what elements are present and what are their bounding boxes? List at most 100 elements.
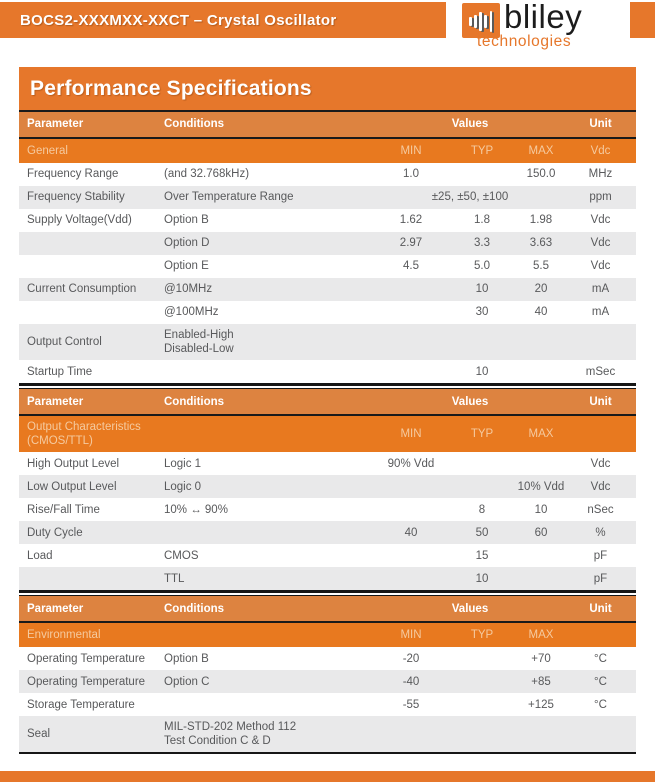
table-row: Low Output Level Logic 0 10% Vdd Vdc <box>19 475 636 499</box>
cond-cell: Option E <box>164 257 375 275</box>
min-cell: 90% Vdd <box>387 457 435 470</box>
param-cell: Low Output Level <box>27 480 117 493</box>
table-row: Output Control Enabled-High Disabled-Low <box>19 324 636 361</box>
header-parameter-label: Parameter <box>27 118 84 131</box>
param-cell: Operating Temperature <box>27 675 146 688</box>
cond-line: @100MHz <box>164 306 219 319</box>
unit-cell: °C <box>594 652 607 665</box>
min-cell <box>375 730 447 738</box>
param-cell: Frequency Range <box>27 168 119 181</box>
unit-cell: mSec <box>585 365 616 378</box>
table-row: Seal MIL-STD-202 Method 112 Test Condition… <box>19 716 636 753</box>
table-row: Startup Time 10 mSec <box>19 360 636 383</box>
table-row: Option E 4.5 5.0 5.5 Vdc <box>19 255 636 278</box>
unit-cell: °C <box>594 698 607 711</box>
typ-cell <box>447 462 517 466</box>
min-cell <box>375 311 447 315</box>
section-title-line: Output Characteristics <box>27 421 141 434</box>
tables: Parameter Conditions Values Unit General MIN T… <box>19 112 636 755</box>
unit-cell: mA <box>591 306 610 319</box>
max-cell: 40 <box>534 306 548 319</box>
param-cell: Duty Cycle <box>27 526 83 539</box>
unit-cell: Vdc <box>590 214 611 227</box>
table-section-row: General MIN TYP MAX Vdc <box>19 139 636 163</box>
max-cell <box>517 577 565 581</box>
min-cell: 4.5 <box>403 260 419 273</box>
cond-line: (and 32.768kHz) <box>164 168 250 181</box>
param-cell: Current Consumption <box>27 283 137 296</box>
unit-cell: nSec <box>587 503 614 516</box>
unit-cell: ppm <box>589 191 612 204</box>
cond-cell: Logic 0 <box>164 478 375 496</box>
typ-cell: 1.8 <box>474 214 490 227</box>
param-cell: High Output Level <box>27 457 120 470</box>
param-cell: Startup Time <box>27 365 93 378</box>
section-max-label: MAX <box>528 144 554 157</box>
min-cell <box>375 485 447 489</box>
section-banner: Performance Specifications <box>19 67 636 112</box>
table-row: Rise/Fall Time 10% ↔ 90% 8 10 nSec <box>19 498 636 521</box>
cond-cell: TTL <box>164 570 375 588</box>
header-parameter-label: Parameter <box>27 602 84 615</box>
header-conditions-label: Conditions <box>164 395 225 408</box>
max-cell <box>517 554 565 558</box>
typ-cell <box>447 730 517 738</box>
min-cell: -55 <box>402 698 420 711</box>
typ-cell <box>447 703 517 707</box>
cond-cell: MIL-STD-202 Method 112 Test Condition C &… <box>164 716 375 752</box>
unit-cell: % <box>595 526 606 539</box>
table-row: Duty Cycle 40 50 60% <box>19 521 636 545</box>
min-cell <box>375 554 447 558</box>
max-cell: 10% Vdd <box>517 480 565 493</box>
max-cell <box>517 338 565 346</box>
header-values-label: Values <box>451 118 489 131</box>
table-row: TTL 10 pF <box>19 567 636 591</box>
cond-cell <box>164 370 375 374</box>
spec-table: Parameter Conditions Values Unit Output Char… <box>19 388 636 594</box>
max-cell: 3.63 <box>529 237 553 250</box>
max-cell <box>517 730 565 738</box>
table-header-row: Parameter Conditions Values Unit <box>19 112 636 139</box>
section-conditions-cell <box>164 633 375 637</box>
typ-cell <box>447 173 517 177</box>
header-unit-label: Unit <box>589 118 612 131</box>
table-row: @100MHz 30 40 mA <box>19 301 636 324</box>
min-cell: -40 <box>402 675 420 688</box>
param-cell <box>19 242 164 246</box>
cond-line: Option B <box>164 652 209 665</box>
values-span-cell: ±25, ±50, ±100 <box>431 191 509 204</box>
table-row: Frequency Range (and 32.768kHz) 1.0 150.0 MH… <box>19 163 636 186</box>
typ-cell: 15 <box>475 549 489 562</box>
cond-line: 10% ↔ 90% <box>164 503 228 516</box>
param-cell <box>19 311 164 315</box>
min-cell <box>375 288 447 292</box>
table-section-row: Environmental MIN TYP MAX <box>19 623 636 648</box>
min-cell: -20 <box>402 652 420 665</box>
section-typ-label: TYP <box>470 629 494 642</box>
max-cell: 10 <box>534 503 548 516</box>
max-cell: 20 <box>534 283 548 296</box>
typ-cell: 10 <box>475 572 489 585</box>
max-cell: 60 <box>534 526 548 539</box>
table-row: Storage Temperature -55 +125 °C <box>19 693 636 716</box>
typ-cell: 30 <box>475 306 489 319</box>
section-min-label: MIN <box>400 629 422 642</box>
cond-cell: CMOS <box>164 547 375 565</box>
cond-line2: Disabled-Low <box>164 343 234 356</box>
typ-cell <box>447 338 517 346</box>
spec-table: Parameter Conditions Values Unit General MIN T… <box>19 112 636 387</box>
page-title: Performance Specifications <box>30 76 312 100</box>
param-cell <box>19 577 164 581</box>
typ-cell: 5.0 <box>474 260 490 273</box>
section-title-line2: (CMOS/TTL) <box>27 435 93 448</box>
min-cell: 2.97 <box>399 237 423 250</box>
min-cell: 1.0 <box>403 168 419 181</box>
max-cell: 5.5 <box>533 260 549 273</box>
cond-line2: Test Condition C & D <box>164 735 271 748</box>
header-endcap-block <box>630 2 655 38</box>
table-header-row: Parameter Conditions Values Unit <box>19 596 636 624</box>
table-row: High Output Level Logic 1 90% Vdd Vdc <box>19 452 636 475</box>
unit-cell: pF <box>593 572 608 585</box>
cond-cell: Logic 1 <box>164 455 375 473</box>
header-conditions-label: Conditions <box>164 118 225 131</box>
